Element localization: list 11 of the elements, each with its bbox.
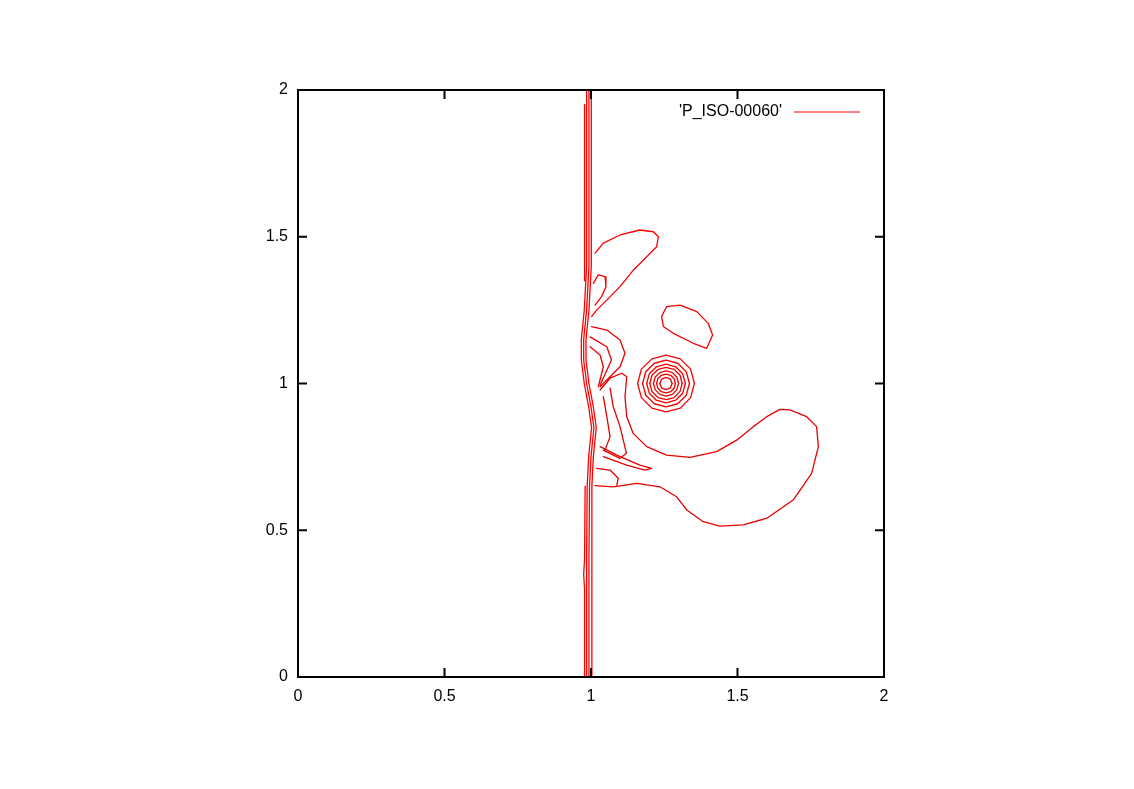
y-tick-label: 1.5: [265, 227, 289, 245]
y-tick-label: 2: [279, 80, 289, 98]
x-tick-label: 1: [586, 687, 596, 705]
y-tick-label: 0: [279, 667, 289, 685]
x-tick-label: 2: [879, 687, 889, 705]
y-tick-label: 0.5: [265, 520, 289, 538]
y-tick-label: 1: [279, 373, 289, 391]
x-tick-label: 0: [293, 687, 303, 705]
legend-label: 'P_ISO-00060': [678, 102, 782, 121]
x-tick-label: 1.5: [726, 687, 749, 705]
x-tick-label: 0.5: [433, 687, 456, 705]
